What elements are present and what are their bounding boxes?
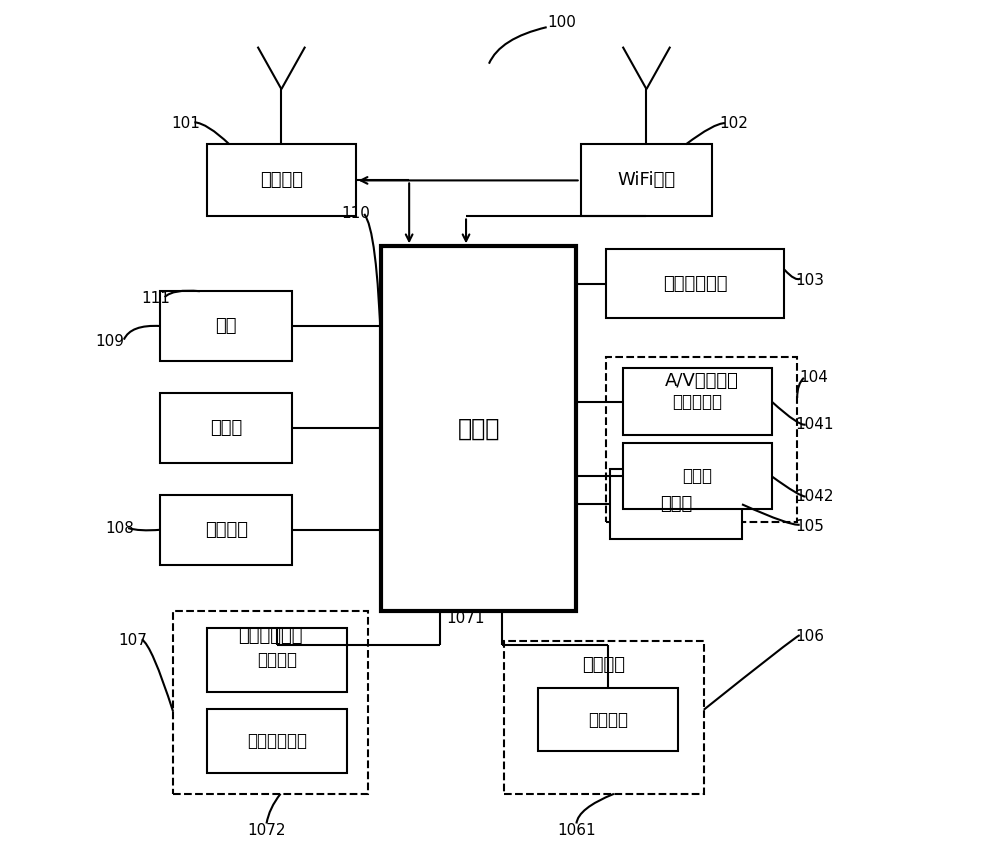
Text: 音频输出单元: 音频输出单元 xyxy=(663,274,728,293)
Text: 105: 105 xyxy=(795,519,824,534)
Text: 1042: 1042 xyxy=(795,489,833,504)
Text: 108: 108 xyxy=(105,520,134,536)
Bar xyxy=(623,443,772,509)
Text: 111: 111 xyxy=(142,291,171,306)
Text: 101: 101 xyxy=(171,115,200,131)
Text: 显示面板: 显示面板 xyxy=(588,711,628,728)
Text: 处理器: 处理器 xyxy=(458,417,500,441)
Text: 图形处理器: 图形处理器 xyxy=(672,392,722,411)
Bar xyxy=(606,249,784,318)
Bar xyxy=(610,469,742,539)
Bar xyxy=(207,628,347,692)
Text: 其他输入设备: 其他输入设备 xyxy=(247,732,307,750)
Text: 显示单元: 显示单元 xyxy=(583,656,626,674)
Bar xyxy=(538,688,678,751)
Text: 107: 107 xyxy=(119,633,148,649)
Bar xyxy=(160,393,292,463)
Bar xyxy=(606,357,797,522)
Text: WiFi模块: WiFi模块 xyxy=(617,171,676,189)
Bar xyxy=(623,368,772,435)
Bar xyxy=(381,246,576,611)
Text: 102: 102 xyxy=(719,115,748,131)
Bar xyxy=(173,611,368,794)
Text: 106: 106 xyxy=(795,629,824,644)
Text: 104: 104 xyxy=(800,370,829,385)
Bar xyxy=(207,709,347,773)
Bar xyxy=(504,641,704,794)
Bar xyxy=(160,291,292,361)
Bar xyxy=(207,144,356,216)
Text: 1071: 1071 xyxy=(447,610,485,626)
Bar xyxy=(160,495,292,565)
Text: 1072: 1072 xyxy=(247,823,286,838)
Text: 用户输入单元: 用户输入单元 xyxy=(239,627,303,644)
Bar xyxy=(581,144,712,216)
Text: 射频单元: 射频单元 xyxy=(260,171,303,189)
Text: 存储器: 存储器 xyxy=(210,419,242,437)
Text: 1041: 1041 xyxy=(795,417,833,432)
Text: A/V输入单元: A/V输入单元 xyxy=(665,372,739,390)
Text: 电源: 电源 xyxy=(215,317,237,335)
Text: 传感器: 传感器 xyxy=(660,495,692,514)
Text: 触控面板: 触控面板 xyxy=(257,651,297,669)
Text: 1061: 1061 xyxy=(557,823,596,838)
Text: 103: 103 xyxy=(795,273,824,288)
Text: 麦克风: 麦克风 xyxy=(682,467,712,486)
Text: 接口单元: 接口单元 xyxy=(205,520,248,539)
Text: 110: 110 xyxy=(341,206,370,222)
Text: 109: 109 xyxy=(95,334,124,349)
Text: 100: 100 xyxy=(548,15,576,31)
